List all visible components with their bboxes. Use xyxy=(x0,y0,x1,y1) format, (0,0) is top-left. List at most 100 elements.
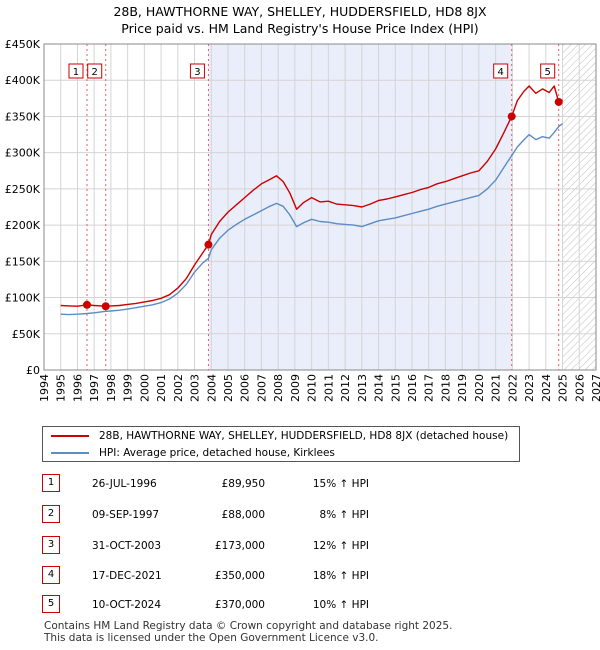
x-tick-label: 2024 xyxy=(540,374,553,402)
x-tick-label: 2016 xyxy=(406,374,419,402)
sale-point xyxy=(82,300,91,309)
price-chart: 1 2 3 4 5 £0 £50K £100K £150K £200K £250K £300K £35… xyxy=(5,38,600,402)
y-tick-label: £50K xyxy=(12,328,41,341)
legend-label-property: 28B, HAWTHORNE WAY, SHELLEY, HUDDERSFIEL… xyxy=(99,430,509,442)
transaction-price: £350,000 xyxy=(214,570,265,582)
property-series-line xyxy=(60,85,563,307)
x-tick-label: 2020 xyxy=(473,374,486,402)
transaction-price: £89,950 xyxy=(221,478,265,490)
x-tick-label: 2012 xyxy=(339,374,352,402)
x-tick-label: 2021 xyxy=(490,374,503,402)
x-tick-label: 2009 xyxy=(289,374,302,402)
y-tick-label: £0 xyxy=(26,364,40,377)
footer: Contains HM Land Registry data © Crown c… xyxy=(44,620,452,644)
sale-markers: 1 2 3 4 5 xyxy=(68,63,556,79)
legend-label-hpi: HPI: Average price, detached house, Kirk… xyxy=(99,447,335,459)
x-tick-label: 2025 xyxy=(557,374,570,402)
transaction-hpi: 8% ↑ HPI xyxy=(319,509,369,521)
x-tick-label: 1996 xyxy=(71,374,84,402)
plot-frame xyxy=(43,43,597,371)
x-tick-label: 2026 xyxy=(573,374,586,402)
transaction-marker: 2 xyxy=(42,505,60,523)
sale-point xyxy=(507,112,516,121)
y-tick-label: £250K xyxy=(5,183,41,196)
transaction-hpi: 15% ↑ HPI xyxy=(312,478,369,490)
x-tick-label: 2005 xyxy=(222,374,235,402)
legend-swatch-hpi xyxy=(51,452,89,454)
y-tick-label: £100K xyxy=(5,292,41,305)
sale-marker-label: 5 xyxy=(545,67,551,78)
sale-point xyxy=(101,302,110,311)
y-tick-label: £150K xyxy=(5,255,41,268)
sale-marker-label: 1 xyxy=(73,67,79,78)
sale-marker-box xyxy=(87,63,103,79)
transaction-date: 17-DEC-2021 xyxy=(92,570,162,582)
x-tick-label: 2004 xyxy=(205,374,218,402)
y-tick-label: £200K xyxy=(5,219,41,232)
hpi-series-line xyxy=(60,123,563,316)
x-tick-label: 2002 xyxy=(172,374,185,402)
sale-point xyxy=(554,97,563,106)
x-tick-label: 2018 xyxy=(439,374,452,402)
x-tick-label: 2008 xyxy=(272,374,285,402)
x-tick-label: 1995 xyxy=(55,374,68,402)
x-tick-label: 2015 xyxy=(389,374,402,402)
sale-marker-box xyxy=(540,63,556,79)
sale-marker-label: 2 xyxy=(92,67,98,78)
chart-title: 28B, HAWTHORNE WAY, SHELLEY, HUDDERSFIEL… xyxy=(113,4,487,19)
axis-labels: £0 £50K £100K £150K £200K £250K £300K £350K £400… xyxy=(5,38,600,402)
x-tick-label: 1998 xyxy=(105,374,118,402)
legend: 28B, HAWTHORNE WAY, SHELLEY, HUDDERSFIEL… xyxy=(42,426,520,462)
grid-lines xyxy=(43,43,597,371)
transaction-marker: 4 xyxy=(42,566,60,584)
plot-background xyxy=(44,44,596,370)
footer-copyright: Contains HM Land Registry data © Crown c… xyxy=(44,620,453,632)
sale-marker-box xyxy=(189,63,205,79)
transaction-marker: 3 xyxy=(42,536,60,554)
y-tick-label: £350K xyxy=(5,110,41,123)
transaction-marker: 1 xyxy=(42,474,60,492)
sale-marker-box xyxy=(493,63,509,79)
sale-marker-box xyxy=(68,63,84,79)
x-tick-label: 2017 xyxy=(423,374,436,402)
footer-licence: This data is licensed under the Open Gov… xyxy=(44,632,379,644)
y-tick-label: £300K xyxy=(5,147,41,160)
transaction-date: 09-SEP-1997 xyxy=(92,509,160,521)
x-tick-label: 1999 xyxy=(122,374,135,402)
x-tick-label: 1997 xyxy=(88,374,101,402)
sale-point xyxy=(204,240,213,249)
x-tick-label: 2010 xyxy=(306,374,319,402)
x-tick-label: 2022 xyxy=(506,374,519,402)
transaction-hpi: 18% ↑ HPI xyxy=(312,570,369,582)
transaction-price: £370,000 xyxy=(214,599,265,611)
transaction-hpi: 10% ↑ HPI xyxy=(312,599,369,611)
sale-guides xyxy=(86,44,560,370)
y-tick-label: £450K xyxy=(5,38,41,51)
x-tick-label: 2003 xyxy=(189,374,202,402)
x-tick-label: 2019 xyxy=(456,374,469,402)
chart-title-block: 28B, HAWTHORNE WAY, SHELLEY, HUDDERSFIEL… xyxy=(0,3,600,37)
x-tick-label: 2013 xyxy=(356,374,369,402)
x-tick-label: 2027 xyxy=(590,374,600,402)
x-tick-label: 2011 xyxy=(322,374,335,402)
sale-marker-label: 3 xyxy=(194,67,200,78)
chart-subtitle: Price paid vs. HM Land Registry's House … xyxy=(121,21,479,36)
legend-swatch-property xyxy=(51,435,89,437)
transaction-marker: 5 xyxy=(42,595,60,613)
x-tick-label: 2014 xyxy=(373,374,386,402)
x-tick-label: 2007 xyxy=(255,374,268,402)
x-tick-label: 1994 xyxy=(38,374,51,402)
y-tick-label: £400K xyxy=(5,74,41,87)
transaction-date: 31-OCT-2003 xyxy=(92,540,161,552)
x-tick-label: 2023 xyxy=(523,374,536,402)
series-lines xyxy=(60,85,563,316)
transaction-date: 26-JUL-1996 xyxy=(92,478,157,490)
transaction-date: 10-OCT-2024 xyxy=(92,599,161,611)
transaction-price: £173,000 xyxy=(214,540,265,552)
x-tick-label: 2000 xyxy=(138,374,151,402)
transaction-price: £88,000 xyxy=(221,509,265,521)
sale-points xyxy=(82,97,563,311)
x-tick-label: 2001 xyxy=(155,374,168,402)
transaction-hpi: 12% ↑ HPI xyxy=(312,540,369,552)
x-tick-label: 2006 xyxy=(239,374,252,402)
